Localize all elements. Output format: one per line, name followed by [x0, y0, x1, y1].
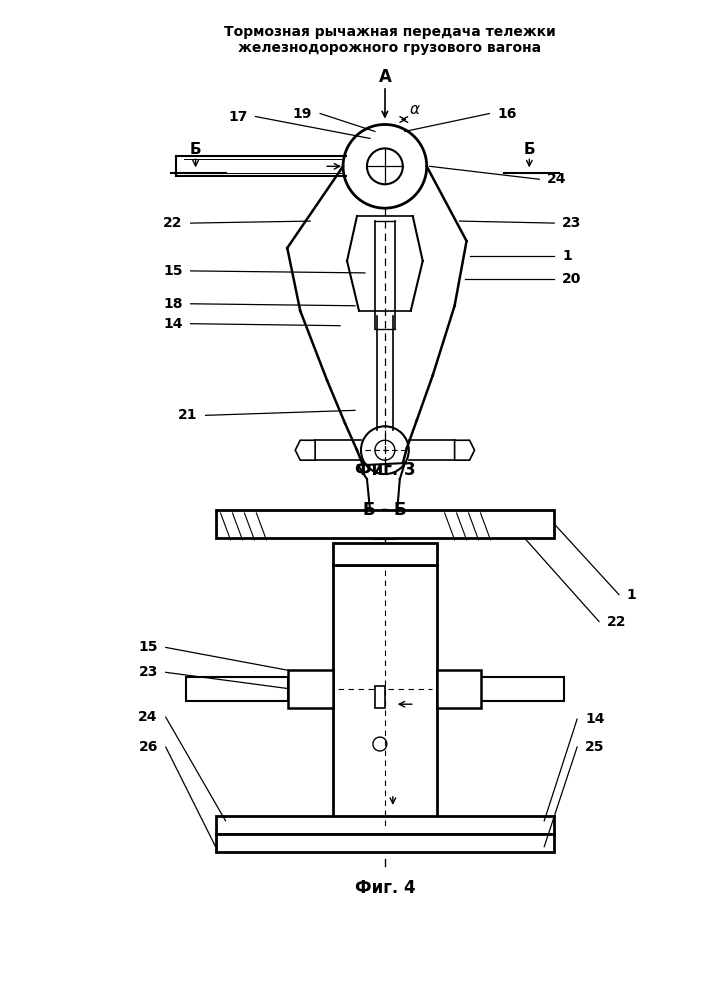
Text: 23: 23: [562, 216, 582, 230]
Text: 20: 20: [562, 272, 582, 286]
Text: 22: 22: [163, 216, 182, 230]
Text: Фиг. 3: Фиг. 3: [355, 461, 415, 479]
Bar: [288, 670, 333, 708]
Bar: [186, 677, 288, 701]
Text: 1: 1: [627, 588, 637, 602]
Text: 14: 14: [163, 317, 182, 331]
Text: 21: 21: [178, 408, 198, 422]
Text: 16: 16: [498, 107, 517, 121]
Text: $\alpha$: $\alpha$: [409, 102, 421, 117]
Text: 19: 19: [293, 107, 312, 121]
Text: железнодорожного грузового вагона: железнодорожного грузового вагона: [238, 41, 542, 55]
Text: Фиг. 4: Фиг. 4: [355, 879, 415, 897]
Text: Б: Б: [189, 142, 201, 157]
Bar: [375, 686, 385, 708]
Text: 15: 15: [139, 640, 158, 654]
Text: 17: 17: [228, 110, 247, 124]
Bar: [333, 543, 437, 565]
Text: 14: 14: [585, 712, 604, 726]
Bar: [216, 510, 554, 538]
Text: Б: Б: [523, 142, 535, 157]
Text: Тормозная рычажная передача тележки: Тормозная рычажная передача тележки: [224, 25, 556, 39]
Text: 24: 24: [139, 710, 158, 724]
Polygon shape: [455, 440, 474, 460]
Bar: [216, 834, 554, 852]
Bar: [437, 670, 481, 708]
Bar: [333, 565, 437, 834]
Text: 25: 25: [585, 740, 604, 754]
Text: 22: 22: [607, 615, 626, 629]
Bar: [216, 816, 554, 834]
Text: Б - Б: Б - Б: [363, 501, 407, 519]
Text: 15: 15: [163, 264, 182, 278]
Text: 18: 18: [163, 297, 182, 311]
Text: А: А: [378, 68, 391, 86]
Text: 23: 23: [139, 665, 158, 679]
Text: 26: 26: [139, 740, 158, 754]
Text: 1: 1: [562, 249, 572, 263]
Bar: [481, 677, 564, 701]
Polygon shape: [296, 440, 315, 460]
Text: 24: 24: [547, 172, 567, 186]
